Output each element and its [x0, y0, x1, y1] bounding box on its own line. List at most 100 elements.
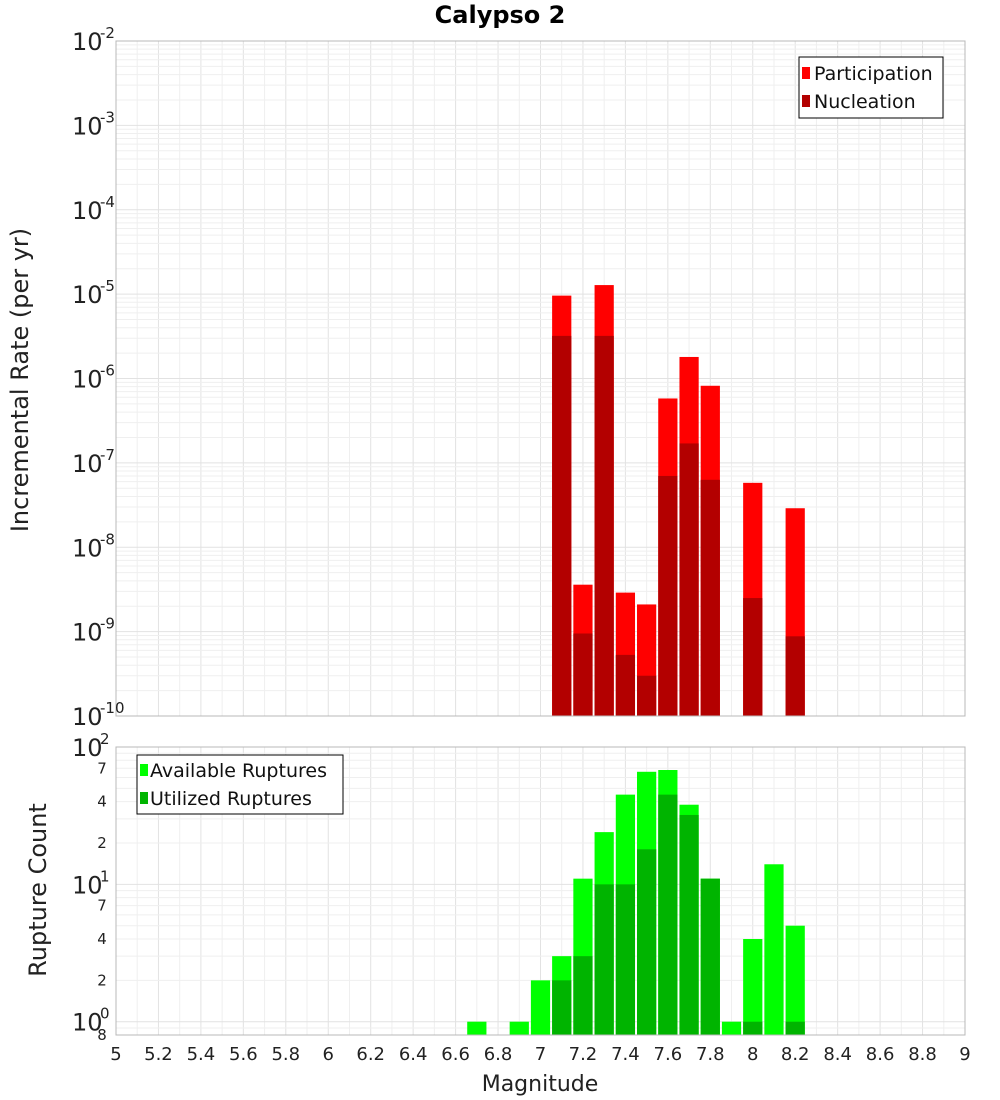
rate-nucleation-bar-7.5	[637, 675, 657, 716]
x-tick-label: 8.6	[866, 1044, 895, 1065]
count-y-minor-tick-label: 4	[97, 793, 107, 811]
x-tick-label: 7.2	[569, 1044, 598, 1065]
x-tick-label: 5.8	[271, 1044, 300, 1065]
rate-nucleation-bar-7.4	[615, 654, 636, 716]
rate-nucleation-bar-8.2	[785, 636, 805, 716]
legend-label-utilized-ruptures: Utilized Ruptures	[150, 788, 312, 810]
count-utilized-ruptures-bar-7.2	[573, 956, 593, 1035]
rate-nucleation-bar-8.0	[743, 598, 763, 716]
count-utilized-ruptures-bar-7.8	[700, 878, 720, 1035]
x-axis-label: Magnitude	[482, 1072, 599, 1097]
legend-label-available-ruptures: Available Ruptures	[150, 760, 327, 782]
rate-y-tick-exponent: -9	[100, 615, 115, 633]
x-tick-label: 7	[535, 1044, 546, 1065]
x-tick-label: 5.6	[229, 1044, 258, 1065]
legend-swatch-utilized-ruptures	[140, 792, 148, 804]
count-plot-x-ticks: 5 5.2 5.4 5.6 5.8 6 6.2 6.4 6.6 6.8 7 7.2 7.4 7.6 7.8 8…	[110, 1044, 970, 1065]
count-available-ruptures-bar-8.0	[743, 939, 763, 1035]
rate-y-tick-exponent: -6	[100, 362, 115, 380]
count-plot-frame	[115, 746, 966, 1036]
count-available-ruptures-bar-8.1	[764, 864, 784, 1035]
rate-y-tick-label: 10	[72, 197, 103, 225]
x-tick-label: 7.4	[611, 1044, 640, 1065]
rate-plot-grid	[115, 41, 966, 717]
rate-y-tick-exponent: -3	[100, 108, 115, 126]
count-y-tick-label: 10	[72, 1009, 103, 1037]
rate-y-tick-label: 10	[72, 703, 103, 731]
rate-nucleation-bar-7.1	[552, 335, 572, 716]
legend-label-nucleation: Nucleation	[814, 91, 916, 113]
count-y-minor-tick-label: 8	[97, 1026, 107, 1044]
rate-plot-y-axis-label: Incremental Rate (per yr)	[6, 228, 34, 532]
x-tick-label: 6.8	[484, 1044, 513, 1065]
x-tick-label: 8.2	[781, 1044, 810, 1065]
count-y-tick-exponent: 0	[100, 1005, 110, 1023]
rate-plot-frame	[115, 40, 966, 717]
rate-nucleation-bar-7.2	[573, 633, 593, 716]
count-y-tick-label: 10	[72, 871, 103, 899]
count-plot-bars	[467, 770, 805, 1035]
rate-y-tick-exponent: -5	[100, 277, 115, 295]
rate-nucleation-bar-7.6	[658, 475, 678, 716]
legend-swatch-nucleation	[802, 95, 810, 107]
rate-plot-legend: Participation Nucleation	[798, 56, 944, 119]
count-available-ruptures-bar-7.0	[530, 980, 551, 1035]
rate-nucleation-bar-7.7	[679, 443, 699, 716]
rate-y-tick-label: 10	[72, 28, 103, 56]
rate-y-tick-exponent: -8	[100, 530, 115, 548]
rate-y-tick-exponent: -10	[100, 699, 125, 717]
x-tick-label: 6.4	[399, 1044, 428, 1065]
x-tick-label: 7.8	[696, 1044, 725, 1065]
chart-title: Calypso 2	[435, 1, 566, 29]
count-y-minor-tick-label: 2	[97, 834, 107, 852]
rate-y-tick-label: 10	[72, 534, 103, 562]
rate-y-tick-exponent: -7	[100, 446, 115, 464]
x-tick-label: 6.2	[356, 1044, 385, 1065]
count-available-ruptures-bar-7.9	[721, 1021, 742, 1035]
count-available-ruptures-bar-6.7	[467, 1021, 487, 1035]
x-tick-label: 5.4	[187, 1044, 216, 1065]
legend-label-participation: Participation	[814, 63, 933, 85]
count-utilized-ruptures-bar-7.4	[615, 884, 636, 1035]
x-tick-label: 9	[959, 1044, 970, 1065]
count-utilized-ruptures-bar-8.0	[743, 1021, 763, 1035]
count-available-ruptures-bar-8.2	[785, 925, 805, 1035]
rate-y-tick-label: 10	[72, 619, 103, 647]
count-plot-legend: Available Ruptures Utilized Ruptures	[136, 754, 344, 815]
count-plot-y-axis-label: Rupture Count	[24, 803, 52, 977]
rate-nucleation-bar-7.3	[594, 335, 614, 716]
count-utilized-ruptures-bar-7.7	[679, 814, 699, 1035]
rate-y-tick-label: 10	[72, 450, 103, 478]
count-y-minor-tick-label: 4	[97, 930, 107, 948]
count-utilized-ruptures-bar-8.2	[785, 1021, 805, 1035]
x-tick-label: 8.8	[908, 1044, 937, 1065]
x-tick-label: 5.2	[144, 1044, 173, 1065]
count-utilized-ruptures-bar-7.3	[594, 884, 614, 1035]
x-tick-label: 5	[110, 1044, 121, 1065]
count-y-minor-tick-label: 7	[97, 897, 107, 915]
x-tick-label: 7.6	[654, 1044, 683, 1065]
rate-y-tick-label: 10	[72, 112, 103, 140]
count-utilized-ruptures-bar-7.6	[658, 794, 678, 1035]
rate-plot-bars	[552, 285, 805, 716]
rate-y-tick-exponent: -4	[100, 193, 115, 211]
count-plot-legend-box	[136, 754, 344, 815]
rate-y-tick-label: 10	[72, 366, 103, 394]
x-tick-label: 6	[323, 1044, 334, 1065]
legend-swatch-available-ruptures	[140, 764, 148, 776]
count-utilized-ruptures-bar-7.1	[552, 980, 572, 1035]
rate-y-tick-exponent: -2	[100, 24, 115, 42]
count-y-minor-tick-label: 2	[97, 971, 107, 989]
count-utilized-ruptures-bar-7.5	[637, 849, 657, 1035]
count-y-tick-label: 10	[72, 734, 103, 762]
legend-swatch-participation	[802, 67, 810, 79]
x-tick-label: 6.6	[441, 1044, 470, 1065]
rate-nucleation-bar-7.8	[700, 479, 720, 716]
x-tick-label: 8.4	[823, 1044, 852, 1065]
rate-plot-legend-box	[798, 56, 944, 119]
